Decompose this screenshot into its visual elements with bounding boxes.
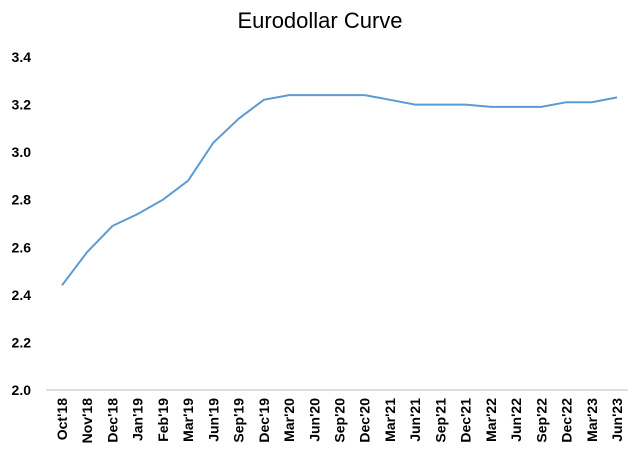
x-tick-label: Sep'21 bbox=[432, 398, 448, 443]
x-tick-label: Jan'19 bbox=[130, 398, 146, 441]
y-tick-label: 2.2 bbox=[12, 334, 32, 350]
x-tick-label: Dec'20 bbox=[357, 398, 373, 443]
series-line bbox=[61, 94, 618, 286]
x-tick-label: Nov'18 bbox=[79, 398, 95, 444]
x-tick-label: Feb'19 bbox=[155, 398, 171, 442]
x-tick-label: Jun'22 bbox=[508, 398, 524, 442]
x-tick-label: Sep'22 bbox=[533, 398, 549, 443]
y-tick-label: 3.0 bbox=[12, 144, 32, 160]
x-tick-label: Jun'21 bbox=[407, 398, 423, 442]
y-axis-labels: 2.0 2.2 2.4 2.6 2.8 3.0 3.2 3.4 bbox=[12, 49, 32, 398]
x-tick-label: Mar'22 bbox=[483, 398, 499, 442]
x-tick-label: Jun'20 bbox=[306, 398, 322, 442]
x-tick-label: Jun'23 bbox=[609, 398, 625, 442]
x-tick-label: Mar'20 bbox=[281, 398, 297, 442]
x-tick-label: Mar'19 bbox=[180, 398, 196, 442]
chart-title: Eurodollar Curve bbox=[237, 8, 403, 33]
x-tick-label: Sep'20 bbox=[332, 398, 348, 443]
x-tick-label: Dec'19 bbox=[256, 398, 272, 443]
x-axis-labels: Oct'18 Nov'18 Dec'18 Jan'19 Feb'19 Mar'19 Jun'… bbox=[54, 398, 625, 444]
y-tick-label: 2.4 bbox=[12, 287, 32, 303]
y-tick-label: 3.2 bbox=[12, 97, 32, 113]
y-tick-label: 2.0 bbox=[12, 382, 32, 398]
x-tick-label: Jun'19 bbox=[205, 398, 221, 442]
y-tick-label: 2.6 bbox=[12, 239, 32, 255]
x-tick-label: Mar'23 bbox=[584, 398, 600, 442]
x-tick-label: Oct'18 bbox=[54, 398, 70, 440]
y-tick-label: 2.8 bbox=[12, 192, 32, 208]
x-tick-label: Dec'22 bbox=[559, 398, 575, 443]
x-tick-label: Mar'21 bbox=[382, 398, 398, 442]
x-tick-label: Dec'21 bbox=[458, 398, 474, 443]
x-tick-label: Dec'18 bbox=[104, 398, 120, 443]
x-tick-label: Sep'19 bbox=[231, 398, 247, 443]
y-tick-label: 3.4 bbox=[12, 49, 32, 65]
